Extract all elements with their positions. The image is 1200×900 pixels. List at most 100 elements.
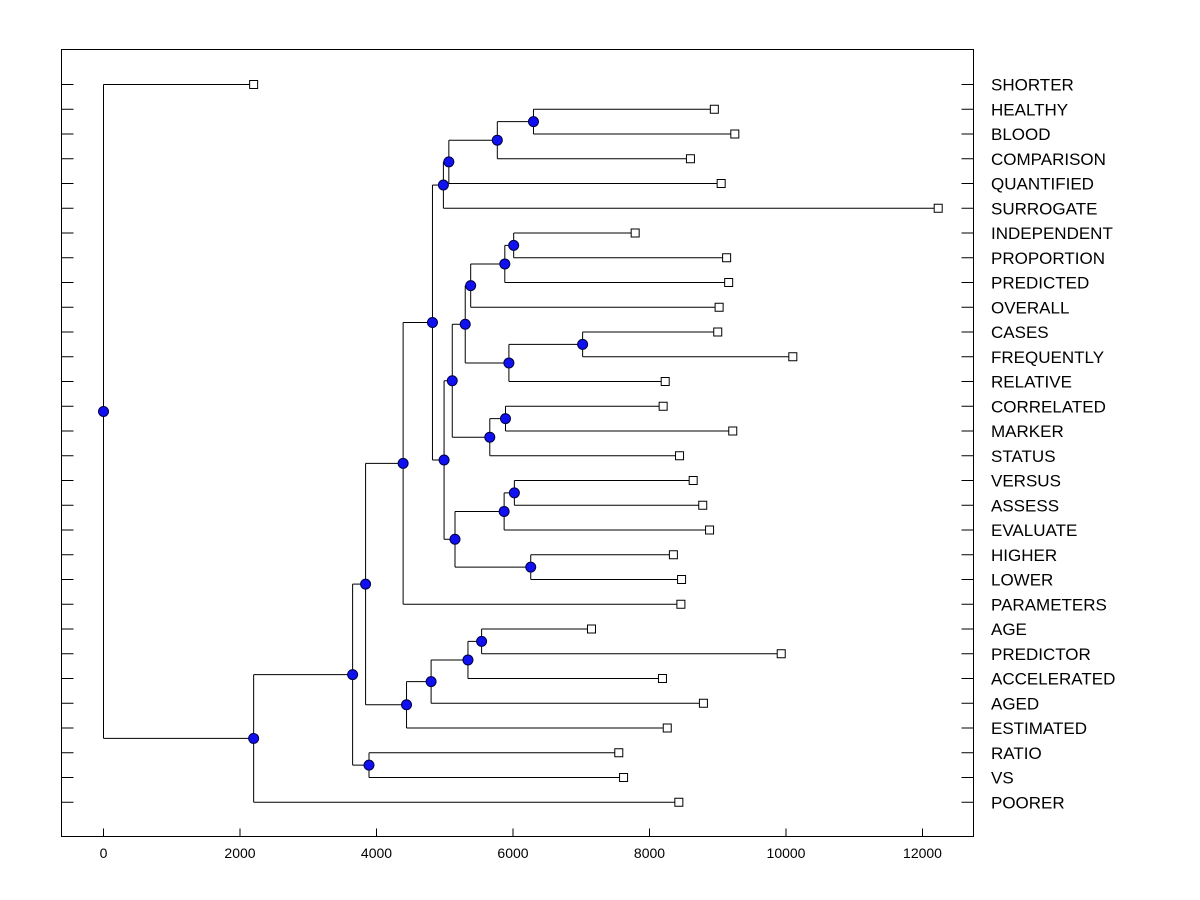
leaf-marker-parameters [676,599,686,609]
leaf-label-independent: INDEPENDENT [991,224,1113,243]
merge-node-n_higher_lower [525,561,537,573]
merge-node-n_ap_accel [462,654,474,666]
merge-node-n_vae_hl [449,533,461,545]
leaf-marker-aged [698,698,708,708]
leaf-marker-marker [728,426,738,436]
leaf-label-age: AGE [991,620,1027,639]
merge-node-n_mid_b [446,375,458,387]
leaf-marker-evaluate [705,525,715,535]
leaf-marker-vs [619,773,629,782]
y-axis-ticks [61,84,974,803]
merge-node-n_hbc_quantified [443,156,455,168]
x-axis: 0 2000 4000 6000 8000 10000 12000 [100,828,942,861]
leaf-marker-overall [714,302,724,312]
x-tick-label: 2000 [224,845,255,861]
merge-node-n_indep_prop [508,239,520,251]
leaf-label-ratio: RATIO [991,744,1042,763]
merge-node-n_ip_predicted [499,258,511,270]
merge-node-n_upper_lower [360,578,372,590]
merge-node-n_versus_assess [508,487,520,499]
leaf-marker-shorter [249,80,259,89]
leaf-marker-correlated [658,401,668,411]
leaf-marker-cases [713,327,723,337]
x-tick-label: 0 [100,845,108,861]
leaf-marker-lower [677,575,687,584]
merge-node-n_ul_rv [347,669,359,681]
leaf-label-status: STATUS [991,447,1056,466]
leaf-label-accelerated: ACCELERATED [991,670,1115,689]
merge-node-n_cf_relative [503,357,515,369]
leaf-label-overall: OVERALL [991,298,1069,317]
leaf-label-lower: LOWER [991,571,1053,590]
leaf-label-proportion: PROPORTION [991,249,1105,268]
leaf-label-marker: MARKER [991,422,1064,441]
merge-node-n_mid_c [438,454,450,466]
leaf-label-correlated: CORRELATED [991,397,1106,416]
leaf-marker-assess [698,500,708,510]
leaf-label-cases: CASES [991,323,1049,342]
merge-node-n_age_predictor [476,635,488,647]
leaf-label-blood: BLOOD [991,125,1051,144]
plot-frame [61,49,974,837]
leaf-marker-versus [688,476,698,485]
leaf-marker-accelerated [657,674,667,683]
leaf-label-parameters: PARAMETERS [991,595,1107,614]
x-tick-label: 6000 [497,845,528,861]
merge-node-n_ipp_overall [465,280,477,292]
leaf-marker-quantified [716,179,726,188]
leaf-label-frequently: FREQUENTLY [991,348,1104,367]
leaf-label-evaluate: EVALUATE [991,521,1077,540]
x-tick-label: 12000 [903,845,942,861]
leaf-label-quantified: QUANTIFIED [991,175,1094,194]
leaf-label-shorter: SHORTER [991,76,1074,95]
leaf-marker-estimated [662,723,672,733]
merge-nodes [98,116,589,771]
leaf-marker-age [586,624,596,634]
merge-node-n_cm_status [484,431,496,443]
leaf-marker-predicted [724,278,734,287]
leaf-label-predictor: PREDICTOR [991,645,1091,664]
leaf-label-aged: AGED [991,694,1039,713]
leaf-marker-relative [660,377,670,386]
x-tick-label: 8000 [634,845,665,861]
merge-node-n_apa_aged [425,676,437,688]
leaf-label-estimated: ESTIMATED [991,719,1087,738]
leaf-label-relative: RELATIVE [991,373,1072,392]
leaf-label-surrogate: SURROGATE [991,199,1097,218]
leaf-markers [249,80,943,807]
leaf-label-versus: VERSUS [991,472,1061,491]
leaf-marker-ratio [614,748,624,758]
merge-node-n_mid_a [459,318,471,330]
merge-node-n_upper_params [397,457,409,469]
x-tick-label: 4000 [361,845,392,861]
merge-node-n_va_evaluate [498,505,510,517]
leaf-marker-surrogate [933,203,943,213]
leaf-marker-blood [730,129,740,139]
merge-node-n_corr_marker [499,413,511,425]
leaf-label-vs: VS [991,769,1014,788]
leaf-label-assess: ASSESS [991,496,1059,515]
merge-node-n_healthy_blood [527,116,539,128]
merge-node-n_hb_comparison [491,134,503,146]
leaf-marker-frequently [788,352,798,362]
leaf-marker-independent [630,228,640,238]
leaf-marker-poorer [674,797,684,807]
dendrogram-links [103,84,939,803]
leaf-label-poorer: POORER [991,793,1065,812]
leaf-marker-status [675,451,685,461]
merge-node-n_top_surrogate [437,179,449,191]
merge-node-n_ratio_vs [363,759,375,771]
leaf-marker-healthy [709,104,719,114]
leaf-label-comparison: COMPARISON [991,150,1106,169]
merge-node-n_ulrv_poorer [248,732,260,744]
leaf-label-higher: HIGHER [991,546,1057,565]
leaf-marker-comparison [685,154,695,164]
merge-node-n_apaa_estimated [401,699,413,711]
leaf-marker-higher [668,550,678,560]
x-tick-label: 10000 [767,845,806,861]
leaf-label-healthy: HEALTHY [991,100,1068,119]
leaf-marker-predictor [776,649,786,659]
leaf-labels: SHORTER HEALTHY BLOOD COMPARISON QUANTIFIED S… [991,76,1115,813]
leaf-label-predicted: PREDICTED [991,274,1089,293]
